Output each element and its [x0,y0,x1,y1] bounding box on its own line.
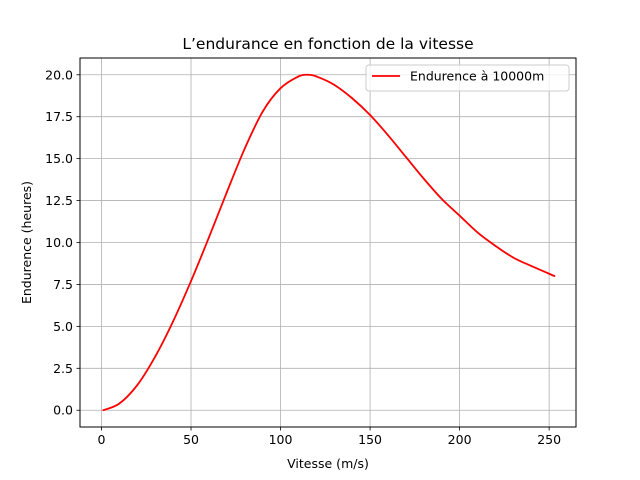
y-tick-label: 5.0 [53,319,73,334]
y-tick-label: 2.5 [53,361,73,376]
x-tick-label: 50 [183,432,199,447]
legend-box [365,64,570,92]
axis-ticks: 0 50 100 150 200 250 0.0 2.5 5.0 7.5 10.0 12.5 15.0 1… [45,67,561,447]
chart-title: L’endurance en fonction de la vitesse [182,35,473,53]
x-tick-label: 250 [537,432,561,447]
data-point [512,256,515,259]
legend: Endurence à 10000m [365,64,570,92]
plot-area [102,73,556,412]
data-point [190,280,192,282]
data-point [315,75,318,78]
x-tick-label: 150 [358,432,382,447]
x-tick-label: 100 [269,432,293,447]
y-tick-label: 7.5 [53,277,73,292]
data-point [494,244,497,247]
data-point [208,236,210,239]
data-point [136,384,139,386]
data-point [387,134,389,137]
y-tick-label: 12.5 [45,193,73,208]
data-point [261,110,264,113]
data-point [458,214,461,217]
data-point [243,147,246,150]
data-point [306,73,309,76]
data-point [333,83,336,86]
data-point [476,231,479,234]
data-point [404,156,407,158]
data-point [422,177,425,180]
y-tick-label: 17.5 [45,109,73,124]
data-point [553,275,556,277]
x-tick-label: 0 [98,432,106,447]
y-tick-label: 20.0 [45,67,73,82]
y-tick-label: 15.0 [45,151,73,166]
x-axis-label: Vitesse (m/s) [287,456,369,471]
data-point [279,87,282,90]
grid-lines [80,58,576,427]
data-point [102,409,105,412]
data-point [530,265,533,267]
y-axis-label: Endurence (heures) [19,181,34,304]
data-point [225,191,228,194]
y-tick-label: 0.0 [53,403,73,418]
x-tick-label: 200 [448,432,472,447]
legend-label-endurance: Endurence à 10000m [410,69,544,84]
data-point [351,97,354,100]
y-tick-label: 10.0 [45,235,73,250]
data-point [172,320,175,323]
data-point [369,114,371,116]
data-point [154,355,157,358]
data-point [297,75,300,78]
data-point [118,402,121,405]
data-point [440,197,443,200]
